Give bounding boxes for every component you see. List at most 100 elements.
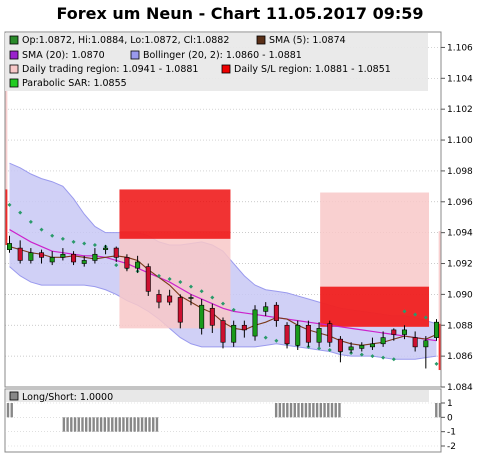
legend-entry: Daily S/L region: 1.0881 - 1.0851 <box>234 64 391 75</box>
lower-legend-swatch <box>9 391 19 401</box>
daily-sl-region <box>438 323 441 371</box>
long-short-bar <box>289 403 293 418</box>
sar-point <box>199 289 204 294</box>
long-short-bar <box>107 417 110 432</box>
sar-point <box>178 280 183 285</box>
candle-body <box>241 324 247 331</box>
lower-y-tick-label: -1 <box>447 428 456 438</box>
candle-body <box>103 247 109 250</box>
long-short-bar <box>96 417 99 432</box>
sar-point <box>156 273 161 278</box>
long-short-bar <box>99 417 103 432</box>
candle-body <box>263 306 269 312</box>
sar-point <box>71 239 76 244</box>
long-short-bar <box>129 417 133 432</box>
sar-point <box>82 241 87 246</box>
long-short-bar <box>282 403 285 418</box>
candle-body <box>252 309 258 337</box>
y-tick-label: 1.090 <box>447 290 473 300</box>
legend-entry: Bollinger (20, 2): 1.0860 - 1.0881 <box>143 50 302 61</box>
long-short-bar <box>62 417 66 432</box>
sar-point <box>231 307 236 312</box>
lower-y-tick-label: 1 <box>447 399 453 409</box>
legend-entry: Parabolic SAR: 1.0855 <box>22 78 127 89</box>
long-short-bar <box>274 403 278 418</box>
long-short-bar <box>85 417 88 432</box>
legend-swatch <box>9 50 19 60</box>
long-short-bar <box>73 417 77 432</box>
y-tick-label: 1.088 <box>447 321 473 331</box>
candle-body <box>380 337 386 345</box>
y-tick-label: 1.086 <box>447 352 473 362</box>
candle-body <box>369 343 375 348</box>
sar-point <box>114 263 119 268</box>
long-short-bar <box>133 417 136 432</box>
lower-y-tick-label: 0 <box>447 413 453 423</box>
long-short-bar <box>323 403 326 418</box>
y-tick-label: 1.106 <box>447 43 473 53</box>
long-short-bar <box>66 417 69 432</box>
candle-body <box>60 253 66 258</box>
sar-point <box>221 301 225 306</box>
daily-sl-region <box>320 286 430 327</box>
candle-body <box>295 324 301 346</box>
sar-point <box>317 346 322 351</box>
long-short-bar <box>438 403 442 418</box>
candle-body <box>145 266 151 292</box>
sar-point <box>327 347 332 352</box>
long-short-bar <box>148 417 151 432</box>
long-short-bar <box>10 403 13 418</box>
legend-box <box>5 33 428 91</box>
sar-point <box>402 309 407 314</box>
candle-body <box>28 252 34 261</box>
candle-body <box>177 297 183 323</box>
candle-body <box>124 257 130 269</box>
long-short-bar <box>334 403 337 418</box>
chart-title: Forex um Neun - Chart 11.05.2017 09:59 <box>56 4 424 23</box>
sar-point <box>359 352 364 357</box>
long-short-bar <box>338 403 341 418</box>
candle-body <box>327 323 333 343</box>
sar-point <box>210 295 215 300</box>
long-short-bar <box>308 403 311 418</box>
sar-point <box>18 210 23 215</box>
candle-body <box>284 324 290 345</box>
candle-body <box>113 247 119 258</box>
long-short-bar <box>81 417 84 432</box>
long-short-bar <box>293 403 296 418</box>
long-short-bar <box>88 417 92 432</box>
long-short-bar <box>70 417 73 432</box>
candle-body <box>7 243 13 250</box>
y-tick-label: 1.100 <box>447 136 473 146</box>
candle-body <box>39 252 45 258</box>
sar-point <box>167 276 172 281</box>
long-short-bar <box>118 417 121 432</box>
sar-point <box>188 284 193 289</box>
candle-body <box>188 297 194 299</box>
long-short-bar <box>111 417 114 432</box>
candle-body <box>220 320 226 343</box>
daily-sl-region <box>5 189 8 245</box>
sma20-line <box>9 229 437 342</box>
candle-body <box>156 294 162 303</box>
sar-point <box>92 243 97 247</box>
sar-point <box>50 233 55 238</box>
y-tick-label: 1.104 <box>447 74 473 84</box>
y-tick-label: 1.092 <box>447 260 473 270</box>
legend-entry: Op:1.0872, Hi:1.0884, Lo:1.0872, Cl:1.08… <box>22 35 229 46</box>
long-short-bar <box>140 417 144 432</box>
daily-trading-region <box>5 55 8 241</box>
legend-swatch <box>256 35 266 45</box>
main-panel-frame <box>4 31 442 388</box>
candle-body <box>209 307 215 326</box>
candle-body <box>273 304 279 321</box>
long-short-bar <box>125 417 129 432</box>
legend-swatch <box>130 50 140 60</box>
sar-point <box>263 335 268 340</box>
candle-body <box>337 338 343 352</box>
legend-swatch <box>9 64 19 74</box>
legend-entry: SMA (5): 1.0874 <box>269 35 346 46</box>
long-short-bar <box>144 417 147 432</box>
daily-sl-region <box>119 189 231 239</box>
